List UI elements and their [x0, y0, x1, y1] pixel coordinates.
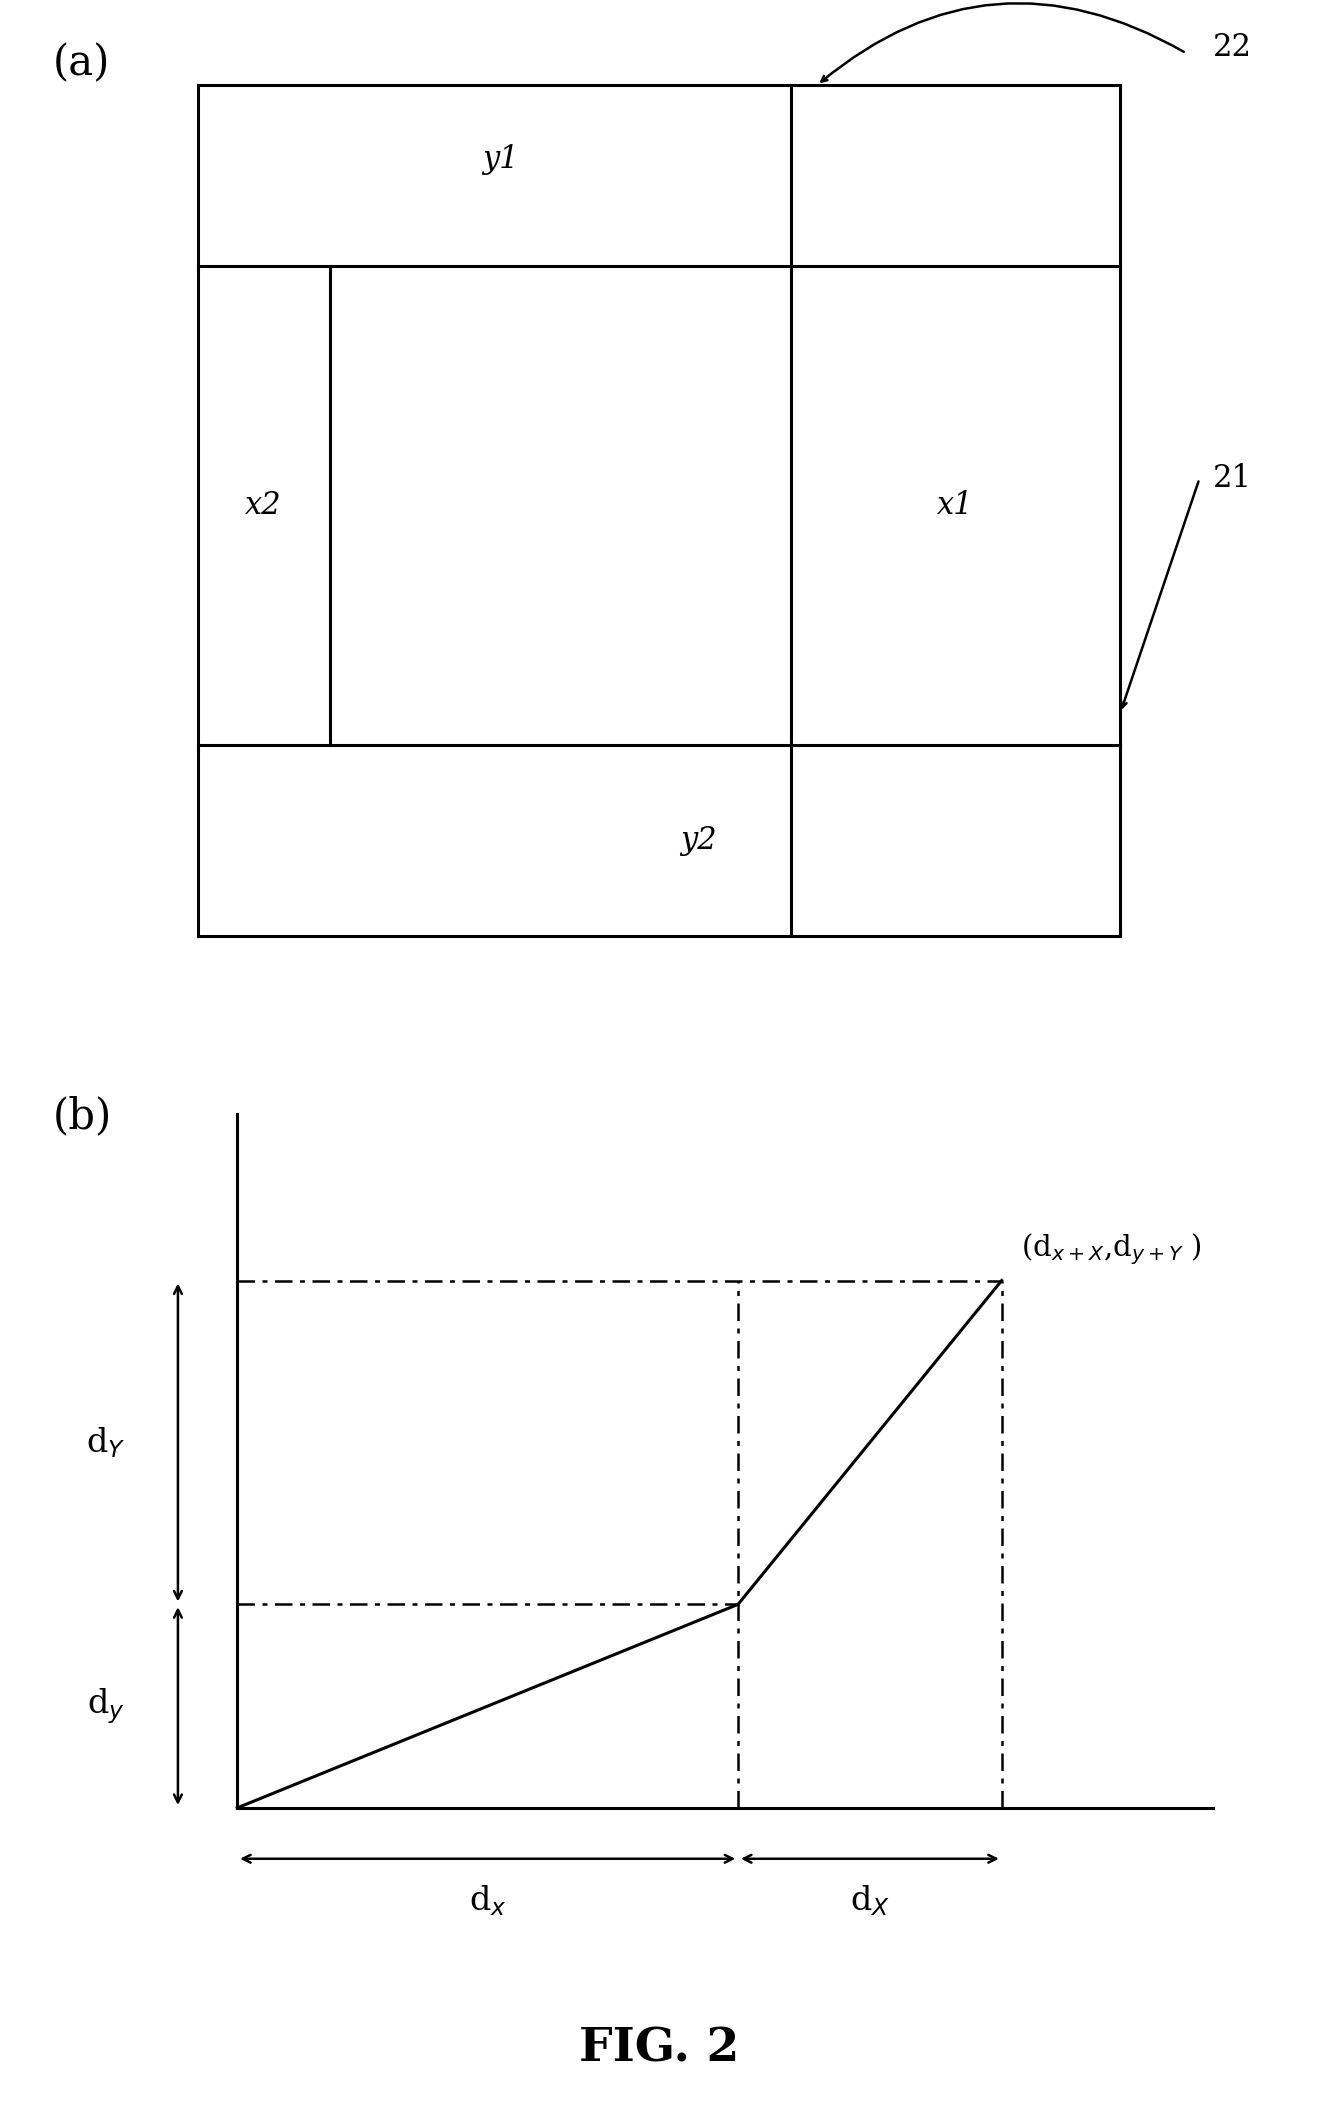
Text: (b): (b) — [53, 1096, 112, 1138]
Text: (a): (a) — [53, 43, 111, 85]
Text: d$_x$: d$_x$ — [469, 1883, 506, 1917]
Text: y1: y1 — [482, 145, 519, 174]
Text: 22: 22 — [1213, 32, 1252, 64]
Text: x1: x1 — [937, 489, 974, 521]
Text: y2: y2 — [680, 826, 717, 855]
Text: FIG. 2: FIG. 2 — [579, 2026, 739, 2071]
Text: (d$_{x+X}$,d$_{y+Y}$ ): (d$_{x+X}$,d$_{y+Y}$ ) — [1021, 1230, 1202, 1266]
Text: x2: x2 — [245, 489, 282, 521]
Text: 21: 21 — [1213, 464, 1252, 494]
Text: d$_y$: d$_y$ — [87, 1685, 124, 1726]
Text: d$_X$: d$_X$ — [850, 1883, 890, 1917]
Text: d$_Y$: d$_Y$ — [86, 1426, 125, 1460]
